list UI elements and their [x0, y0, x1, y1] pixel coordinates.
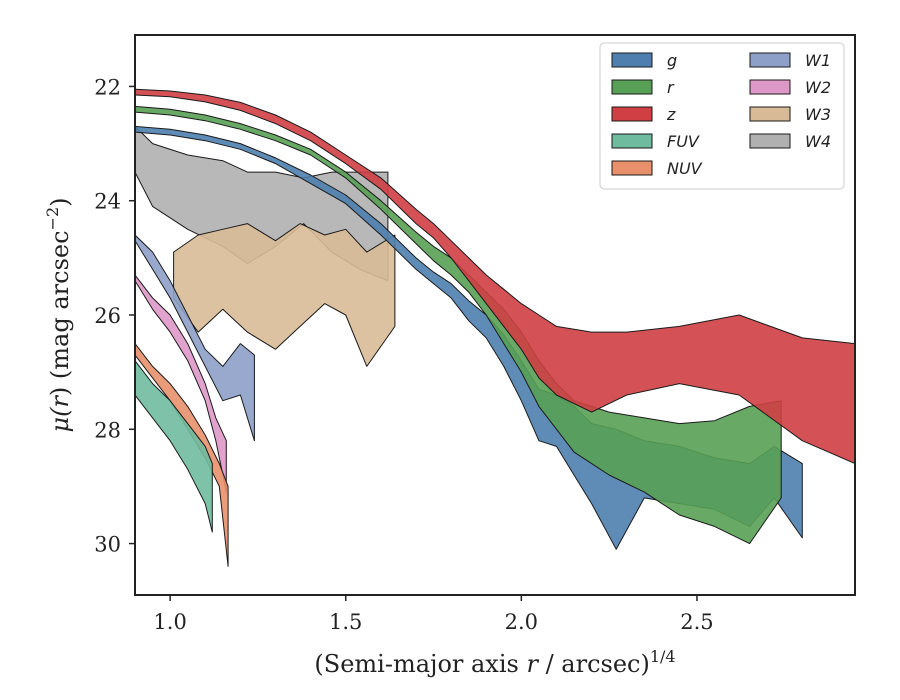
x-tick-label: 2.5 — [680, 610, 713, 634]
y-tick-label: 24 — [94, 190, 121, 214]
legend-swatch-g — [611, 52, 653, 68]
legend-swatch-w2 — [749, 79, 791, 95]
legend-label-z: z — [666, 105, 676, 124]
x-tick-label: 1.5 — [329, 610, 362, 634]
legend-swatch-r — [611, 79, 653, 95]
legend-label-fuv: FUV — [667, 132, 700, 151]
y-tick-label: 22 — [94, 75, 121, 99]
band-w3 — [173, 223, 396, 367]
legend-swatch-z — [611, 106, 653, 122]
legend-label-w1: W1 — [805, 51, 831, 70]
legend-swatch-w1 — [749, 52, 791, 68]
legend-label-w3: W3 — [805, 105, 831, 124]
legend-label-w4: W4 — [805, 132, 831, 151]
y-axis-label: μ(r) (mag arcsec−2) — [43, 197, 74, 432]
profile-bands — [135, 88, 855, 567]
band-r — [135, 105, 782, 545]
legend-swatch-w4 — [749, 133, 791, 149]
x-tick-label: 2.0 — [505, 610, 538, 634]
legend-swatch-nuv — [611, 160, 653, 176]
x-axis-ticks: 1.0 1.5 2.0 2.5 — [153, 595, 714, 634]
y-axis-ticks: 22 24 26 28 30 — [94, 75, 135, 557]
y-tick-label: 30 — [94, 533, 121, 557]
band-z — [135, 88, 855, 465]
x-tick-label: 1.0 — [153, 610, 186, 634]
legend-label-r: r — [667, 78, 675, 97]
y-tick-label: 28 — [94, 418, 121, 442]
legend-swatch-fuv — [611, 133, 653, 149]
legend-label-w2: W2 — [805, 78, 831, 97]
x-axis-label: (Semi-major axis r / arcsec)1/4 — [314, 647, 675, 678]
band-w1 — [135, 234, 255, 442]
legend-swatch-w3 — [749, 106, 791, 122]
band-fuv — [135, 360, 213, 533]
legend: grz FUV NUV W1 W2 W3 W4 — [599, 42, 845, 190]
legend-label-nuv: NUV — [667, 159, 703, 178]
y-tick-label: 26 — [94, 304, 121, 328]
band-nuv — [135, 343, 229, 567]
legend-label-g: g — [667, 51, 677, 70]
